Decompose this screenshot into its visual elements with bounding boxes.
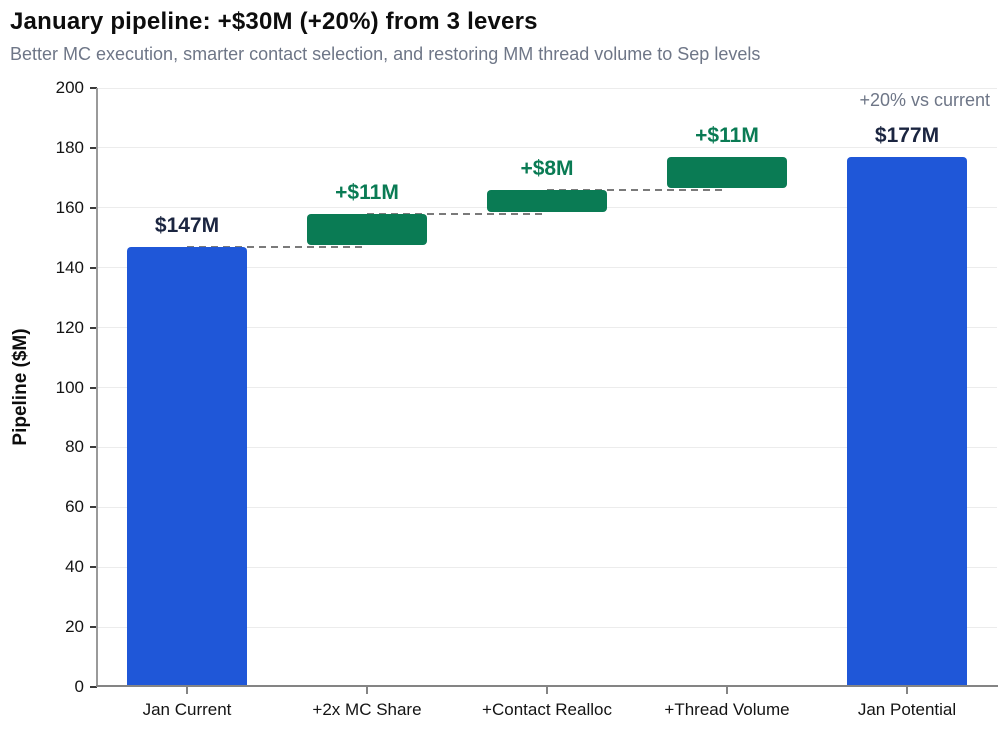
x-category-label: +Contact Realloc bbox=[482, 700, 612, 719]
bar bbox=[487, 189, 607, 212]
y-tick-label: 100 bbox=[55, 377, 84, 397]
bar bbox=[847, 156, 967, 687]
y-tick-label: 160 bbox=[55, 197, 84, 217]
x-tick-mark bbox=[186, 687, 188, 694]
y-tick-mark bbox=[90, 146, 97, 149]
y-tick-mark bbox=[90, 266, 97, 269]
y-tick-label: 40 bbox=[65, 557, 84, 577]
y-tick-label: 140 bbox=[55, 257, 84, 277]
y-tick-mark bbox=[90, 386, 97, 389]
y-tick-mark bbox=[90, 566, 97, 569]
gridline bbox=[97, 626, 997, 628]
bar-value-label: +$11M bbox=[695, 123, 759, 147]
bar-value-label: +$8M bbox=[520, 156, 574, 180]
y-tick-label: 20 bbox=[65, 617, 84, 637]
connector-line bbox=[187, 245, 367, 248]
bar bbox=[667, 156, 787, 188]
y-tick-mark bbox=[90, 206, 97, 209]
bar bbox=[307, 213, 427, 245]
gridline bbox=[97, 566, 997, 568]
y-tick-label: 180 bbox=[55, 137, 84, 157]
x-category-label: +Thread Volume bbox=[664, 700, 790, 719]
annotation-delta: +20% vs current bbox=[859, 90, 990, 110]
chart-title: January pipeline: +$30M (+20%) from 3 le… bbox=[10, 8, 538, 35]
connector-line bbox=[367, 212, 547, 215]
y-tick-label: 0 bbox=[74, 677, 84, 696]
y-axis-title: Pipeline ($M) bbox=[10, 328, 31, 446]
gridline bbox=[97, 147, 997, 149]
chart-subtitle: Better MC execution, smarter contact sel… bbox=[10, 44, 761, 64]
bar-value-label: +$11M bbox=[335, 180, 399, 204]
x-tick-mark bbox=[546, 687, 548, 694]
bar-value-label: $177M bbox=[874, 123, 940, 147]
gridline bbox=[97, 506, 997, 508]
bar-value-label: $147M bbox=[154, 213, 220, 237]
y-axis-line bbox=[96, 88, 98, 687]
x-tick-mark bbox=[366, 687, 368, 694]
y-tick-label: 120 bbox=[55, 317, 84, 337]
connector-line bbox=[547, 188, 727, 191]
y-tick-label: 80 bbox=[65, 437, 84, 457]
x-category-label: +2x MC Share bbox=[312, 700, 422, 719]
y-tick-mark bbox=[90, 626, 97, 629]
plot-area: $147M +$11M +$8M +$11M $177M bbox=[96, 87, 998, 687]
bar bbox=[127, 246, 247, 687]
y-tick-label: 60 bbox=[65, 497, 84, 517]
y-tick-mark bbox=[90, 506, 97, 509]
y-tick-mark bbox=[90, 326, 97, 329]
x-tick-mark bbox=[726, 687, 728, 694]
gridline bbox=[97, 387, 997, 388]
gridline bbox=[97, 446, 997, 448]
gridline bbox=[97, 267, 997, 269]
y-tick-mark bbox=[90, 446, 97, 449]
x-category-label: Jan Current bbox=[142, 700, 232, 719]
y-tick-mark bbox=[90, 686, 97, 688]
gridline bbox=[97, 87, 997, 89]
x-tick-mark bbox=[906, 687, 908, 694]
y-tick-label: 200 bbox=[55, 78, 84, 97]
y-tick-mark bbox=[90, 87, 97, 89]
x-axis-line bbox=[96, 685, 998, 687]
gridline bbox=[97, 327, 997, 329]
x-category-label: Jan Potential bbox=[857, 700, 957, 719]
